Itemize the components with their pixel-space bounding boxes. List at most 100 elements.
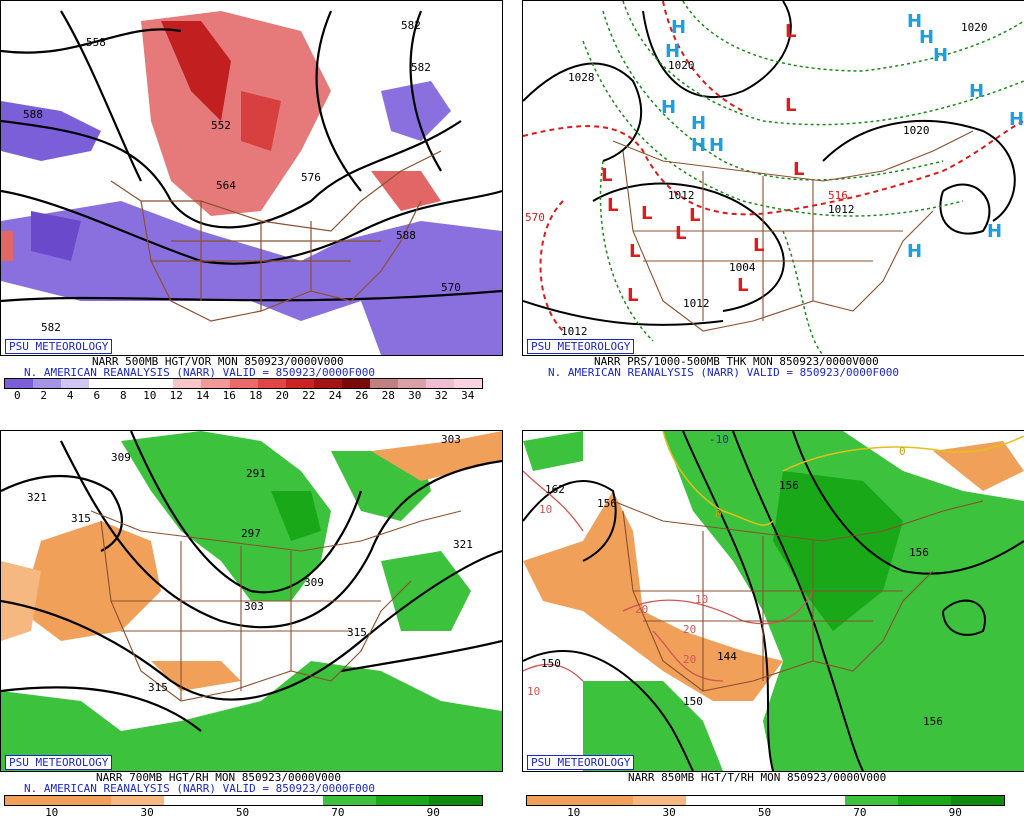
colorbar-tick-label: 2	[40, 389, 48, 402]
vorticity-positive-area	[241, 91, 281, 151]
isobar-label: 1012	[561, 325, 588, 338]
colorbar-tick-label: 10	[143, 389, 157, 402]
colorbar-swatch	[111, 796, 164, 805]
colorbar-tick-label: 30	[662, 806, 676, 819]
colorbar-swatch	[257, 379, 286, 388]
contour-label: 291	[246, 467, 266, 480]
panel-title: NARR 700MB HGT/RH MON 850923/0000V000	[96, 771, 342, 784]
colorbar-swatch	[323, 796, 376, 805]
low-pressure-center: L	[785, 95, 796, 116]
temperature-label: 10	[695, 593, 708, 606]
colorbar-tick-label: 10	[567, 806, 581, 819]
rh-dry-area	[523, 491, 783, 701]
contour-label: 315	[71, 512, 91, 525]
map-850mb: 162 156 150 144 150 156 156 156 -10 0 0 …	[523, 431, 1024, 771]
panel-pressure-thickness: 1028 1020 1020 1012 1020 1012 1004 1012 …	[522, 0, 1024, 356]
colorbar-swatch	[217, 796, 270, 805]
contour-label: 315	[347, 626, 367, 639]
panel-500mb-vorticity: 558 588 552 582 576 564 582 588 570 582 …	[0, 0, 503, 356]
rh-moist-area	[523, 431, 583, 471]
colorbar-tick-label: 34	[461, 389, 475, 402]
vorticity-positive-area	[1, 231, 13, 261]
isobar-label: 1020	[903, 124, 930, 137]
rh-moist-area	[271, 491, 321, 541]
colorbar-swatch	[313, 379, 342, 388]
colorbar-tick-label: 18	[249, 389, 263, 402]
panel-subtitle: N. AMERICAN REANALYSIS (NARR) VALID = 85…	[24, 782, 375, 795]
contour-label: 576	[301, 171, 321, 184]
contour-label: 303	[441, 433, 461, 446]
contour-label: 156	[909, 546, 929, 559]
colorbar-swatch	[376, 796, 429, 805]
colorbar-swatch	[527, 796, 580, 805]
colorbar-tick-label: 50	[235, 806, 250, 819]
colorbar-vorticity	[4, 378, 483, 389]
colorbar-tick-label: 28	[381, 389, 395, 402]
colorbar-swatch	[33, 379, 62, 388]
colorbar-tick-label: 6	[93, 389, 101, 402]
colorbar-ticks: 0 2 4 6 8 10 12 14 16 18 20 22 24 26 28 30 32 34	[4, 389, 481, 402]
psu-badge: PSU METEOROLOGY	[527, 339, 635, 354]
rh-moist-area	[583, 681, 723, 771]
colorbar-swatch	[454, 379, 483, 388]
colorbar-tick-label: 12	[169, 389, 183, 402]
colorbar-swatch	[792, 796, 845, 805]
panel-700mb-rh: 309 303 321 315 291 297 309 303 321 315 …	[0, 430, 503, 772]
high-pressure-center: H	[691, 135, 706, 156]
high-pressure-center: H	[709, 135, 724, 156]
panel-title: NARR 850MB HGT/T/RH MON 850923/0000V000	[628, 771, 887, 784]
contour-label: 321	[27, 491, 47, 504]
colorbar-swatch	[164, 796, 217, 805]
temperature-label: 20	[683, 653, 696, 666]
low-pressure-center: L	[689, 205, 700, 226]
colorbar-tick-label: 8	[119, 389, 127, 402]
low-pressure-center: L	[627, 285, 638, 306]
colorbar-swatch	[845, 796, 898, 805]
colorbar-swatch	[580, 796, 633, 805]
contour-label: 582	[41, 321, 61, 334]
colorbar-swatch	[425, 379, 454, 388]
contour-label: 552	[211, 119, 231, 132]
temperature-label: 0	[715, 508, 722, 521]
contour-label: 582	[401, 19, 421, 32]
colorbar-tick-label: 10	[45, 806, 59, 819]
colorbar-swatch	[89, 379, 118, 388]
colorbar-tick-label: 70	[853, 806, 867, 819]
colorbar-tick-label: 90	[948, 806, 962, 819]
low-pressure-center: L	[793, 159, 804, 180]
colorbar-tick-label: 90	[426, 806, 440, 819]
colorbar-swatch	[117, 379, 146, 388]
high-pressure-center: H	[969, 81, 984, 102]
low-pressure-center: L	[737, 275, 748, 296]
high-pressure-center: H	[919, 27, 934, 48]
panel-subtitle: N. AMERICAN REANALYSIS (NARR) VALID = 85…	[24, 366, 375, 379]
colorbar-ticks: 10 30 50 70 90	[526, 806, 1003, 819]
colorbar-tick-label: 14	[196, 389, 210, 402]
colorbar-tick-label: 4	[66, 389, 74, 402]
colorbar-swatch	[739, 796, 792, 805]
temperature-label: 10	[539, 503, 552, 516]
low-pressure-center: L	[753, 235, 764, 256]
low-pressure-center: L	[601, 165, 612, 186]
colorbar-tick-label: 30	[408, 389, 422, 402]
temperature-label: 20	[683, 623, 696, 636]
vorticity-negative-area	[1, 201, 502, 355]
colorbar-rh	[526, 795, 1005, 806]
panel-title: NARR 500MB HGT/VOR MON 850923/0000V000	[92, 355, 344, 368]
psu-badge: PSU METEOROLOGY	[527, 755, 635, 770]
colorbar-swatch	[5, 796, 58, 805]
isobar-label: 1028	[568, 71, 595, 84]
colorbar-swatch	[397, 379, 426, 388]
colorbar-swatch	[429, 796, 482, 805]
colorbar-swatch	[285, 379, 314, 388]
isobar-label: 1020	[668, 59, 695, 72]
colorbar-swatch	[61, 379, 90, 388]
panel-subtitle: N. AMERICAN REANALYSIS (NARR) VALID = 85…	[548, 366, 899, 379]
contour-label: 297	[241, 527, 261, 540]
contour-label: 156	[597, 497, 617, 510]
contour-label: 564	[216, 179, 236, 192]
high-pressure-center: H	[1009, 109, 1024, 130]
vorticity-positive-area	[161, 21, 231, 121]
isobar-label: 1012	[668, 189, 695, 202]
colorbar-tick-label: 22	[302, 389, 316, 402]
